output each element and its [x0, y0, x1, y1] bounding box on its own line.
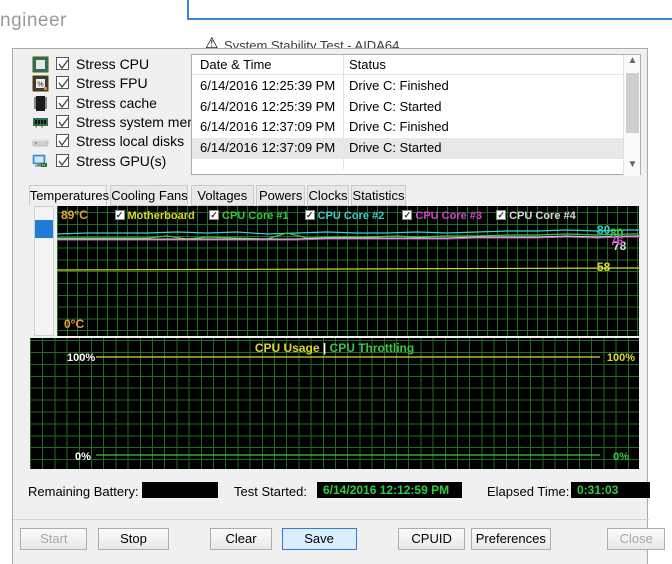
svg-text:%: %: [37, 82, 43, 89]
